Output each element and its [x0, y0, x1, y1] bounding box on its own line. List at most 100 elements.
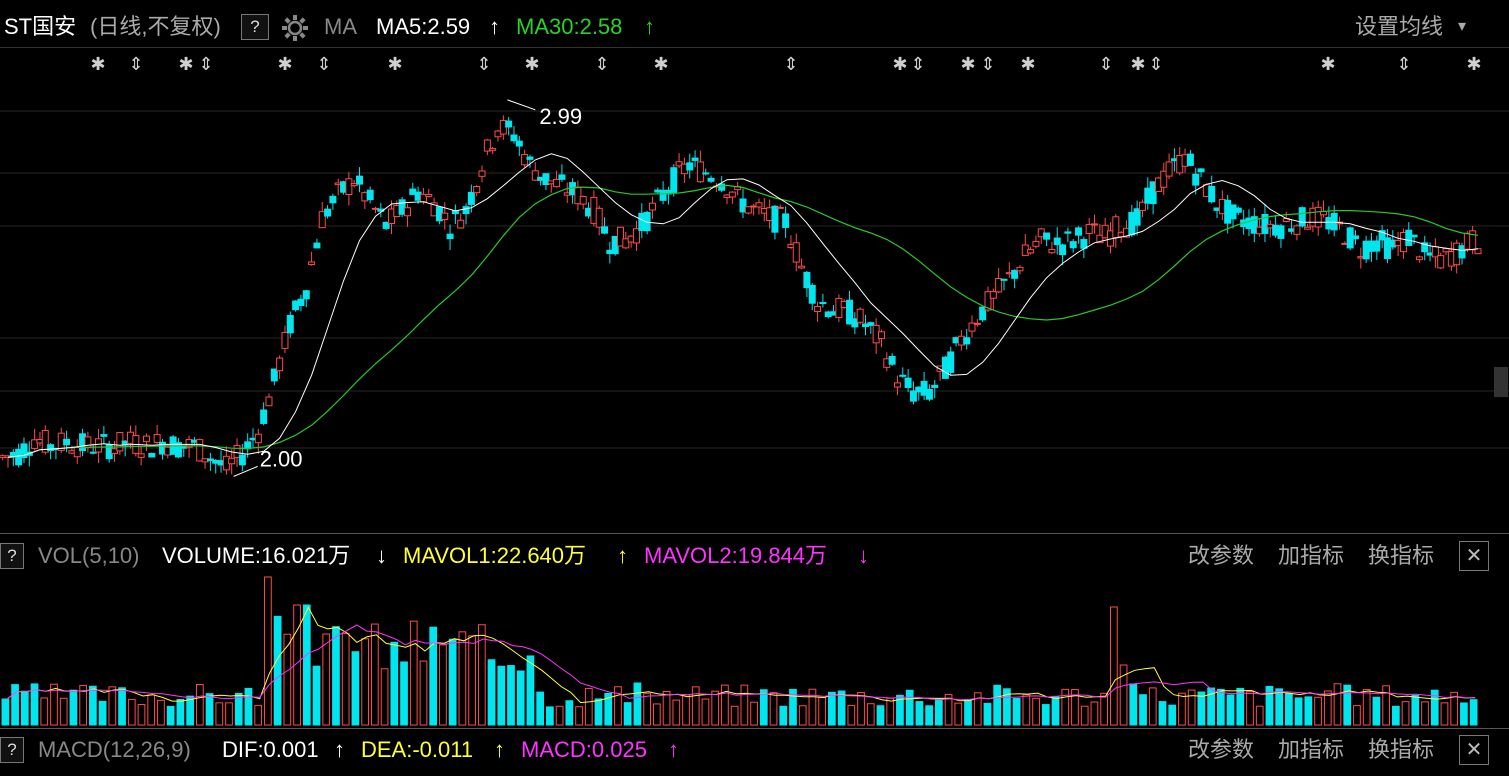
volume-bar: [1236, 687, 1245, 726]
scrollbar-thumb[interactable]: [1494, 367, 1508, 397]
volume-bar: [1090, 701, 1099, 726]
candlestick: [617, 226, 624, 247]
event-marker-icon[interactable]: ⇕: [594, 54, 609, 75]
candlestick: [553, 170, 561, 188]
volume-bar: [934, 698, 943, 726]
ma5-line: [7, 153, 1479, 458]
gear-icon[interactable]: [280, 7, 310, 47]
candlestick-chart[interactable]: 2.992.00✱ ⇕ ✱ ⇕ ✱ ⇕ ✱ ⇕ ✱ ⇕ ✱ ⇕ ✱ ⇕ ✱ ⇕ ✱ ⇕ ✱ ⇕ ✱ ⇕ ✱: [0, 48, 1509, 532]
volume-bar: [1139, 694, 1147, 726]
event-marker-icon[interactable]: ⇕: [1396, 54, 1411, 75]
candlestick: [851, 312, 859, 335]
add-indicator-button[interactable]: 加指标: [1278, 543, 1345, 568]
candlestick: [1027, 246, 1035, 255]
event-marker-icon[interactable]: ⇕: [476, 54, 491, 75]
candlestick: [318, 201, 326, 229]
candlestick: [707, 175, 715, 184]
vol-header: ? VOL(5,10) VOLUME:16.021万 ↓ MAVOL1:22.6…: [0, 539, 1509, 573]
change-indicator-button[interactable]: 换指标: [1368, 737, 1435, 762]
add-indicator-button[interactable]: 加指标: [1278, 737, 1345, 762]
volume-bar: [1100, 692, 1109, 726]
volume-bar: [1343, 684, 1352, 726]
candlestick: [137, 445, 145, 466]
event-marker-icon[interactable]: ⇕: [910, 54, 925, 75]
volume-bar: [30, 683, 39, 726]
help-button[interactable]: ?: [241, 14, 269, 40]
volume-bar: [448, 638, 457, 726]
candlestick: [601, 217, 609, 235]
volume-bar: [468, 635, 476, 726]
volume-bar: [614, 686, 622, 726]
info-marker-icon[interactable]: ✱: [90, 54, 105, 75]
candlestick: [819, 293, 827, 308]
volume-chart[interactable]: [0, 575, 1509, 727]
event-marker-icon[interactable]: ⇕: [783, 54, 798, 75]
volume-bar: [20, 690, 29, 726]
chevron-down-icon[interactable]: ▾: [1458, 18, 1467, 35]
vol-title[interactable]: VOL(5,10): [38, 543, 140, 568]
close-icon[interactable]: ✕: [1459, 735, 1489, 765]
up-arrow-icon: ↑: [334, 737, 345, 762]
vol-help-button[interactable]: ?: [0, 543, 24, 569]
candlestick: [1250, 207, 1258, 243]
event-marker-icon[interactable]: ⇕: [316, 54, 331, 75]
candlestick: [979, 306, 987, 323]
candlestick: [1410, 234, 1418, 245]
candlestick: [1069, 239, 1077, 253]
dif-value: DIF:0.001: [222, 737, 319, 762]
info-marker-icon[interactable]: ✱: [1020, 54, 1035, 75]
stock-name[interactable]: ST国安: [4, 14, 77, 39]
set-ma-button[interactable]: 设置均线: [1355, 14, 1444, 39]
macd-title[interactable]: MACD(12,26,9): [38, 737, 191, 762]
candlestick: [329, 193, 337, 210]
info-marker-icon[interactable]: ✱: [1130, 54, 1145, 75]
volume-bar: [1333, 683, 1342, 726]
info-marker-icon[interactable]: ✱: [524, 54, 539, 75]
period-mode[interactable]: (日线,不复权): [90, 14, 221, 39]
volume-bar: [1148, 687, 1157, 726]
volume-bar: [759, 689, 768, 726]
info-marker-icon[interactable]: ✱: [277, 54, 292, 75]
info-marker-icon[interactable]: ✱: [387, 54, 402, 75]
change-indicator-button[interactable]: 换指标: [1368, 543, 1435, 568]
candlestick: [425, 188, 433, 198]
close-icon[interactable]: ✕: [1459, 541, 1489, 571]
volume-bar: [915, 701, 924, 726]
dea-value: DEA:-0.011: [361, 737, 474, 762]
info-marker-icon[interactable]: ✱: [1320, 54, 1335, 75]
info-marker-icon[interactable]: ✱: [1466, 54, 1481, 75]
candlestick: [366, 186, 374, 204]
candlestick: [1458, 242, 1466, 265]
info-marker-icon[interactable]: ✱: [892, 54, 907, 75]
candlestick: [925, 384, 933, 402]
candlestick: [270, 368, 278, 386]
candlestick: [877, 329, 885, 348]
edit-params-button[interactable]: 改参数: [1188, 543, 1255, 568]
candlestick: [659, 181, 667, 205]
info-marker-icon[interactable]: ✱: [653, 54, 668, 75]
event-marker-icon[interactable]: ⇕: [1098, 54, 1113, 75]
info-marker-icon[interactable]: ✱: [178, 54, 193, 75]
candlestick: [686, 153, 694, 179]
volume-bar: [662, 690, 671, 726]
low-pointer: [233, 465, 258, 477]
volume-bar: [147, 694, 156, 726]
volume-bar: [137, 704, 146, 726]
volume-bar: [400, 661, 408, 726]
info-marker-icon[interactable]: ✱: [960, 54, 975, 75]
macd-help-button[interactable]: ?: [0, 737, 24, 763]
event-marker-icon[interactable]: ⇕: [128, 54, 143, 75]
candlestick: [446, 224, 454, 250]
event-marker-icon[interactable]: ⇕: [980, 54, 995, 75]
candlestick: [1261, 203, 1269, 243]
volume-bar: [244, 687, 253, 726]
event-marker-icon[interactable]: ⇕: [198, 54, 213, 75]
edit-params-button[interactable]: 改参数: [1188, 737, 1255, 762]
volume-bar: [565, 700, 574, 726]
down-arrow-icon: ↓: [376, 543, 387, 568]
event-marker-icon[interactable]: ⇕: [1148, 54, 1163, 75]
candlestick: [473, 185, 481, 197]
volume-bar: [1207, 687, 1215, 726]
high-pointer: [507, 99, 536, 111]
candlestick: [595, 205, 603, 236]
